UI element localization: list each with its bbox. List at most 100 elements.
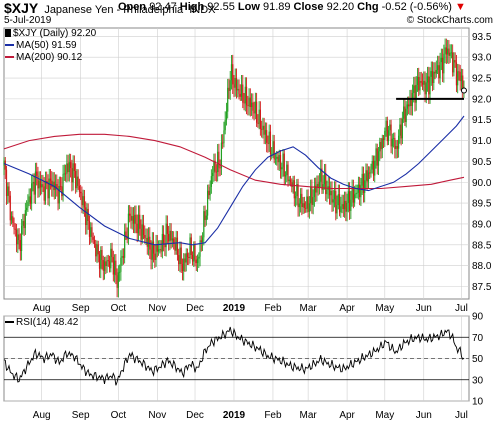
candle-body	[377, 151, 380, 166]
candle-body	[73, 163, 75, 171]
rsi-x-tick-label: Feb	[264, 410, 282, 421]
candle-body	[78, 185, 81, 192]
price-y-tick-label: 92.0	[472, 94, 492, 105]
legend-price-text: $XJY (Daily) 92.20	[13, 28, 97, 39]
candle-body	[415, 84, 417, 103]
chart-header: $XJY Japanese Yen - Philadelphia INDX Op…	[0, 0, 497, 28]
candle-body	[80, 191, 82, 194]
price-x-tick-label: Nov	[148, 303, 166, 314]
candle-body	[194, 244, 196, 260]
candle-body	[384, 131, 386, 140]
candle-body	[66, 163, 68, 174]
rsi-x-tick-label: Dec	[186, 410, 204, 421]
candle-body	[39, 180, 42, 188]
ma200-line	[3, 133, 465, 190]
candle-body	[19, 240, 21, 252]
candle-body	[52, 181, 54, 188]
candle-body	[198, 256, 200, 259]
candle-body	[323, 173, 326, 185]
candle-body	[369, 172, 371, 174]
candle-body	[341, 204, 343, 207]
candle-body	[367, 172, 370, 182]
candle-body	[137, 214, 140, 234]
candle-body	[424, 80, 426, 95]
candle-body	[286, 164, 288, 176]
candle-body	[264, 130, 267, 135]
rsi-x-tick-label: Jun	[416, 410, 432, 421]
candle-body	[395, 145, 397, 149]
candle-body	[360, 185, 362, 198]
candle-body	[294, 196, 297, 199]
price-x-tick-label: Apr	[339, 303, 355, 314]
price-y-tick-label: 90.5	[472, 157, 492, 168]
candle-body	[321, 168, 323, 190]
price-y-tick-label: 90.0	[472, 178, 492, 189]
price-x-tick-label: May	[375, 303, 394, 314]
candle-body	[391, 138, 393, 147]
rsi-x-tick-label: Apr	[339, 410, 355, 421]
candle-body	[120, 257, 122, 272]
candle-body	[204, 211, 206, 221]
rsi-x-tick-label: Sep	[72, 410, 90, 421]
candle-body	[338, 194, 341, 213]
candle-body	[31, 183, 33, 204]
price-x-tick-label: Jun	[416, 303, 432, 314]
candle-body	[147, 236, 150, 247]
candle-body	[440, 57, 442, 63]
candle-body	[332, 199, 334, 203]
candle-body	[129, 213, 131, 216]
open-value: 92.47	[149, 1, 177, 13]
candle-body	[409, 98, 411, 107]
legend-rsi-text: RSI(14) 48.42	[16, 317, 79, 328]
candle-body	[445, 47, 447, 55]
candle-body	[266, 130, 268, 143]
candle-body	[311, 187, 313, 205]
candle-body	[399, 124, 401, 136]
price-x-tick-label: Oct	[111, 303, 127, 314]
legend-rsi: RSI(14) 48.42	[5, 317, 78, 329]
candle-body	[238, 88, 240, 94]
rsi-swatch	[5, 321, 14, 324]
candle-body	[316, 183, 318, 193]
candle-body	[453, 60, 455, 73]
candle-body	[218, 151, 220, 168]
candle-body	[219, 167, 221, 169]
candle-body	[93, 239, 96, 244]
candle-body	[242, 84, 244, 103]
candle-body	[350, 199, 352, 211]
candle-body	[310, 187, 312, 204]
candle-body	[254, 101, 256, 114]
candle-body	[151, 241, 153, 260]
price-y-tick-label: 89.0	[472, 219, 492, 230]
candle-body	[179, 247, 181, 265]
candle-body	[381, 138, 383, 150]
candle-body	[438, 65, 440, 79]
candle-body	[296, 184, 298, 197]
candle-body	[250, 102, 253, 108]
candle-body	[70, 162, 72, 169]
candle-body	[235, 77, 238, 91]
candle-body	[164, 243, 166, 248]
candle-body	[404, 106, 406, 123]
candle-body	[462, 75, 464, 89]
candle-body	[239, 93, 241, 97]
candle-body	[185, 253, 187, 263]
candle-body	[132, 216, 135, 224]
candle-body	[140, 228, 142, 240]
candle-body	[201, 237, 204, 243]
candle-body	[22, 220, 24, 226]
candle-body	[102, 259, 104, 271]
candle-body	[308, 203, 310, 212]
candle-body	[142, 224, 145, 236]
candle-body	[237, 88, 239, 91]
candle-body	[306, 196, 308, 209]
candle-body	[203, 211, 205, 238]
chg-label: Chg	[357, 1, 379, 13]
candle-body	[115, 260, 117, 276]
candle-body	[10, 216, 13, 221]
candle-body	[127, 213, 130, 240]
candle-body	[223, 130, 225, 144]
candle-body	[287, 164, 289, 182]
candle-body	[91, 227, 93, 238]
